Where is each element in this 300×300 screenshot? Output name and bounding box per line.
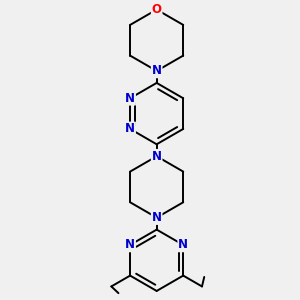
Text: N: N <box>152 64 162 77</box>
Text: O: O <box>152 3 162 16</box>
Text: N: N <box>125 92 135 105</box>
Text: N: N <box>152 150 162 163</box>
Text: N: N <box>178 238 188 251</box>
Text: N: N <box>152 211 162 224</box>
Text: N: N <box>125 238 135 251</box>
Text: N: N <box>125 122 135 135</box>
